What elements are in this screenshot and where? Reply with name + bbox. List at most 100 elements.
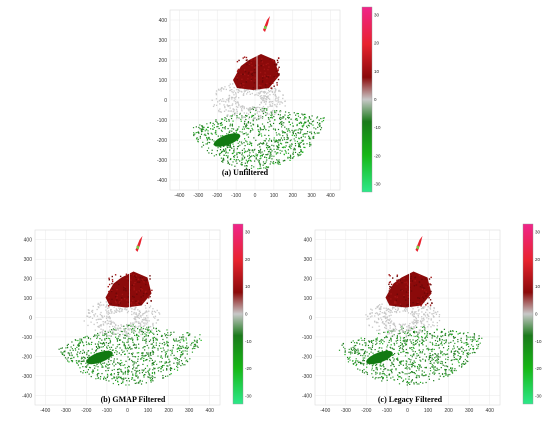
echo-pixel [241,159,243,161]
echo-pixel [106,316,108,318]
echo-pixel [195,138,198,140]
echo-pixel [430,283,432,286]
echo-pixel [269,152,271,154]
echo-pixel [470,339,472,341]
echo-pixel [439,339,441,341]
echo-pixel [258,161,260,163]
echo-pixel [261,123,264,125]
echo-pixel [159,342,161,344]
echo-pixel [124,288,127,290]
echo-pixel [140,316,142,318]
echo-pixel [418,383,420,385]
echo-pixel [179,347,181,349]
echo-pixel [299,132,301,134]
echo-pixel [186,353,188,355]
echo-pixel [134,369,136,371]
echo-pixel [107,337,109,339]
echo-pixel [121,330,123,333]
echo-pixel [228,101,230,103]
echo-pixel [415,320,417,323]
echo-pixel [91,348,93,350]
echo-pixel [265,144,267,146]
echo-pixel [98,318,100,320]
x-tick-label: 100 [424,408,433,414]
echo-pixel [133,289,135,291]
echo-pixel [467,353,470,356]
echo-pixel [153,333,155,335]
echo-pixel [127,356,129,358]
echo-pixel [313,131,315,133]
echo-pixel [400,289,402,291]
echo-pixel [83,360,85,362]
echo-pixel [415,284,418,286]
echo-pixel [181,354,183,356]
echo-pixel [79,367,81,369]
echo-pixel [204,133,206,135]
echo-pixel [266,113,268,115]
echo-pixel [248,64,250,67]
echo-pixel [229,123,232,125]
echo-pixel [460,366,463,368]
echo-pixel [119,339,122,341]
echo-pixel [134,275,136,277]
echo-pixel [164,361,166,363]
echo-pixel [107,310,110,312]
echo-pixel [235,131,237,133]
echo-pixel [440,331,442,334]
echo-pixel [393,301,396,303]
echo-pixel [211,125,214,127]
echo-pixel [110,374,112,376]
echo-pixel [401,282,403,284]
echo-pixel [288,112,290,114]
echo-pixel [260,114,262,117]
echo-pixel [126,341,128,343]
echo-pixel [120,368,122,371]
echo-pixel [255,89,257,92]
echo-pixel [256,106,258,109]
echo-pixel [358,352,360,355]
echo-pixel [147,327,149,329]
echo-pixel [254,77,256,79]
echo-pixel [395,368,397,370]
colorbar-tick-label: -30 [245,394,252,399]
echo-pixel [103,349,105,352]
echo-pixel [434,311,436,313]
echo-pixel [178,363,180,365]
echo-pixel [431,313,433,315]
echo-pixel [466,352,468,354]
panel-caption: (c) Legacy Filtered [378,395,443,404]
echo-pixel [133,379,135,381]
echo-pixel [231,96,234,99]
echo-pixel [207,133,210,135]
echo-pixel [308,116,310,118]
echo-pixel [214,132,216,134]
echo-pixel [455,350,457,352]
echo-pixel [121,325,123,327]
echo-pixel [228,105,230,107]
echo-pixel [296,124,298,127]
echo-pixel [408,297,410,299]
echo-pixel [75,360,77,362]
echo-pixel [232,91,234,94]
echo-pixel [414,373,416,375]
echo-pixel [252,155,255,157]
echo-pixel [188,334,191,336]
y-tick-label: -200 [22,354,32,360]
echo-pixel [240,120,242,122]
echo-pixel [221,118,224,120]
echo-pixel [466,360,468,362]
echo-pixel [98,372,100,375]
echo-pixel [137,328,139,330]
echo-pixel [152,337,154,339]
echo-pixel [106,323,108,325]
echo-pixel [243,107,245,110]
echo-pixel [441,363,443,365]
echo-pixel [403,337,406,339]
echo-pixel [134,281,136,284]
echo-pixel [438,314,441,316]
echo-pixel [138,382,140,384]
x-ticks: -400 -300 -200 -100 0 100 200 300 400 [320,408,494,414]
echo-pixel [409,281,412,284]
echo-pixel [201,146,203,148]
echo-pixel [272,122,275,125]
